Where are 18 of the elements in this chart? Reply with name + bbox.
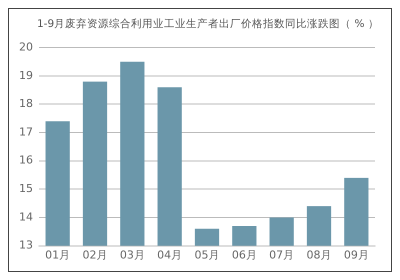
x-tick-label: 01月 — [45, 248, 70, 262]
x-tick-label: 06月 — [232, 248, 257, 262]
y-tick-label: 15 — [18, 182, 33, 196]
chart-title: 1-9月废弃资源综合利用业工业生产者出厂价格指数同比涨跌图（ % ） — [36, 17, 380, 32]
y-tick-label: 14 — [18, 210, 33, 224]
x-tick-label: 08月 — [306, 248, 332, 262]
y-tick-label: 17 — [18, 125, 33, 138]
y-tick-label: 13 — [18, 238, 33, 252]
x-tick-label: 05月 — [194, 248, 220, 262]
y-tick-label: 16 — [18, 154, 33, 167]
x-tick-label: 03月 — [120, 248, 145, 262]
x-tick-label: 07月 — [269, 248, 294, 262]
y-tick-label: 18 — [18, 97, 33, 110]
x-tick-label: 09月 — [344, 248, 369, 262]
x-tick-label: 04月 — [157, 248, 182, 262]
y-tick-label: 19 — [18, 68, 33, 82]
y-tick-label: 20 — [18, 40, 33, 54]
x-tick-label: 02月 — [82, 248, 108, 262]
